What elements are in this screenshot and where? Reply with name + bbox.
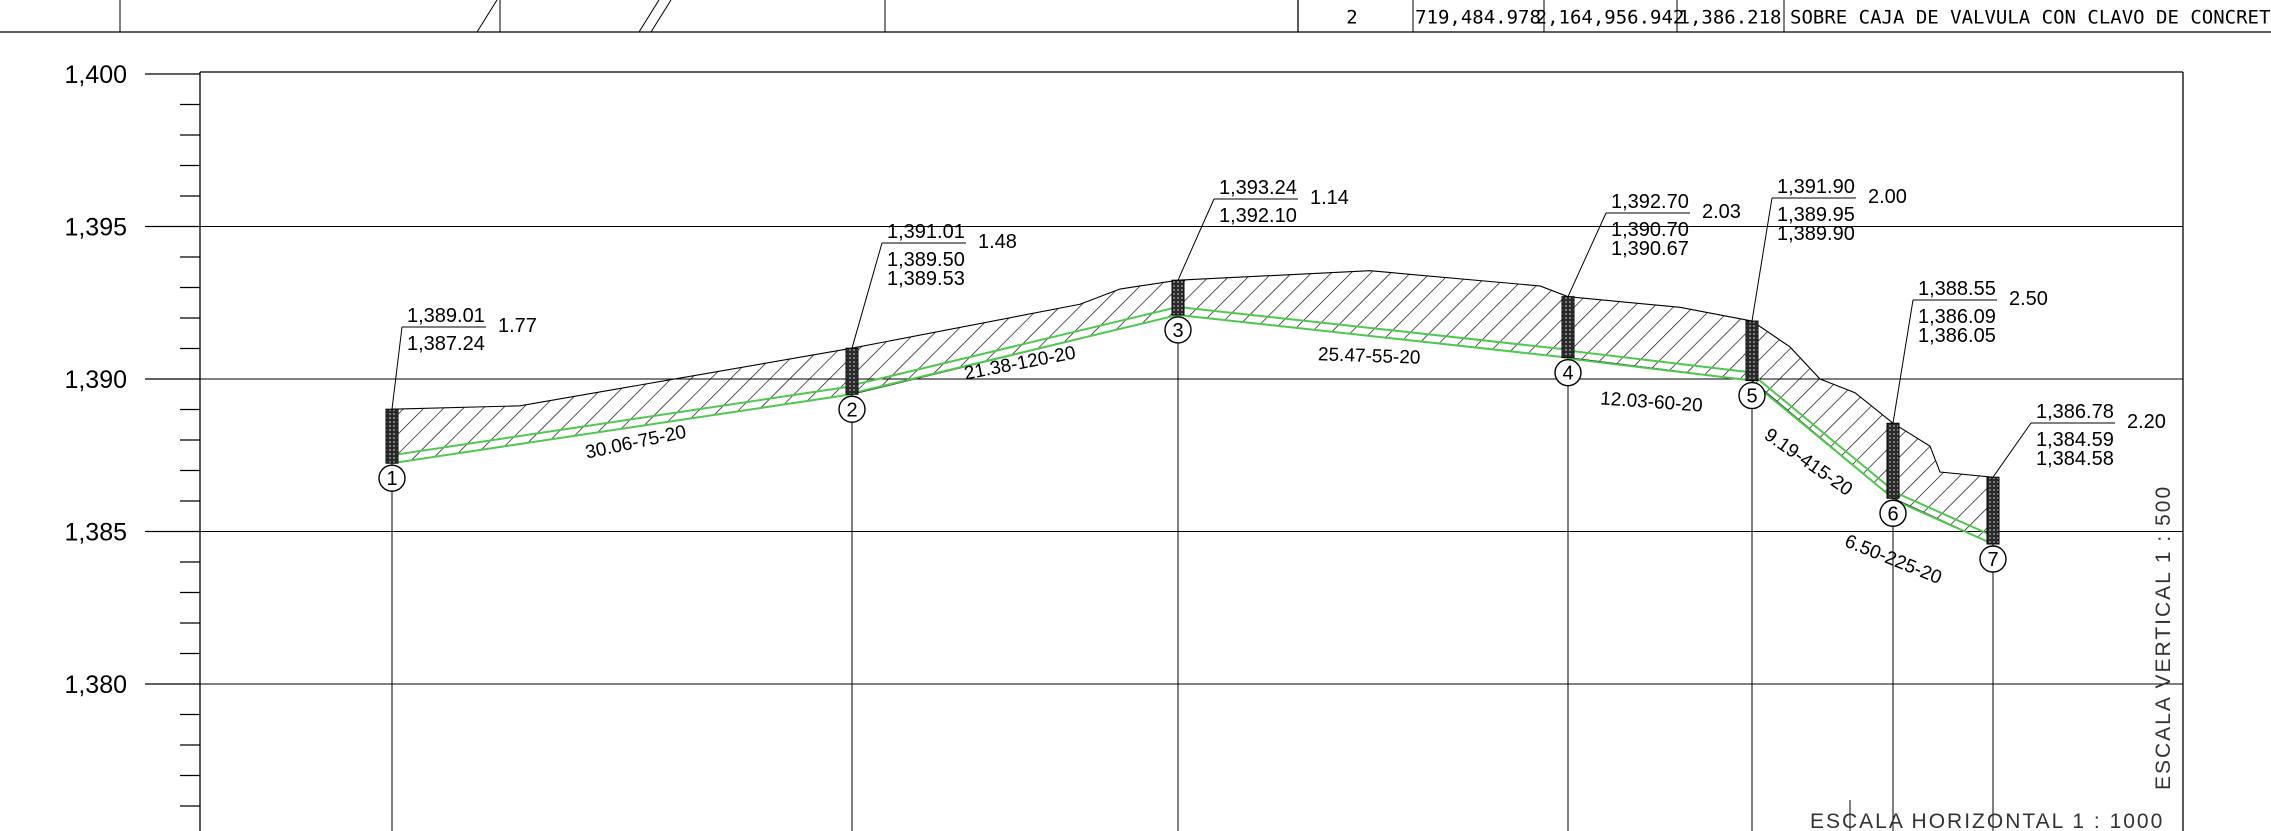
- invert-elevation: 1,389.95: [1777, 204, 1855, 226]
- pipe-invert-line: [1567, 357, 1753, 382]
- manhole-shaft: [1745, 320, 1759, 382]
- segment-label: 25.47-55-20: [1318, 344, 1421, 369]
- station-number: 6: [1887, 503, 1898, 525]
- manhole-shaft: [845, 347, 859, 395]
- invert-elevation: 1,386.05: [1918, 325, 1996, 347]
- table-cell-description: SOBRE CAJA DE VALVULA CON CLAVO DE CONCR…: [1790, 7, 2271, 29]
- station-marker: [1979, 545, 2007, 573]
- vertical-scale-note: ESCALA VERTICAL 1 : 500: [2152, 485, 2175, 790]
- pipe-crown-line: [1892, 490, 1994, 537]
- y-tick-label: 1,395: [64, 214, 127, 242]
- leader-line: [1892, 299, 1914, 424]
- manhole-shaft: [1171, 279, 1185, 316]
- terrain-elevation: 1,392.70: [1611, 191, 1689, 213]
- horizontal-scale-note: ESCALA HORIZONTAL 1 : 1000: [1810, 810, 2164, 831]
- table-cell-z: 1,386.218: [1679, 7, 1782, 29]
- y-tick-label: 1,390: [64, 366, 127, 394]
- invert-elevation: 1,390.70: [1611, 219, 1689, 241]
- invert-elevation: 1,390.67: [1611, 238, 1689, 260]
- station-marker: [1164, 316, 1192, 344]
- table-cell-no: 2: [1346, 7, 1357, 29]
- elevation-axis: 1,400 1,395 1,390 1,385 1,380: [64, 61, 2183, 831]
- invert-elevation: 1,386.09: [1918, 306, 1996, 328]
- manhole-shaft: [385, 408, 399, 464]
- station-number: 7: [1987, 549, 1998, 571]
- terrain-elevation: 1,393.24: [1219, 177, 1297, 199]
- invert-elevation: 1,389.50: [887, 249, 965, 271]
- pipe-crown-line: [851, 305, 1179, 387]
- excavation-depth: 2.00: [1868, 186, 1907, 208]
- pipe-crown-line: [1751, 373, 1894, 492]
- pipe-crown-line: [391, 385, 853, 457]
- manhole-shaft: [1886, 422, 1900, 499]
- excavation-depth: 1.48: [978, 231, 1017, 253]
- terrain-elevation: 1,391.90: [1777, 176, 1855, 198]
- pipe-profile: [391, 305, 1994, 545]
- coordinate-table: 2 719,484.978 2,164,956.942 1,386.218 SO…: [0, 0, 2271, 33]
- leader-line: [1751, 197, 1773, 322]
- excavation-depth: 2.20: [2127, 411, 2166, 433]
- station-marker: [1554, 358, 1582, 387]
- station-marker: [838, 395, 866, 423]
- terrain-elevation: 1,391.01: [887, 221, 965, 243]
- excavation-depth: 2.50: [2009, 288, 2048, 310]
- leader-line: [391, 326, 403, 410]
- manhole-shaft: [1986, 476, 2000, 545]
- terrain-elevation: 1,388.55: [1918, 278, 1996, 300]
- pipe-crown-line: [1567, 349, 1753, 374]
- excavation-depth: 2.03: [1702, 201, 1741, 223]
- invert-elevation: 1,387.24: [407, 333, 485, 355]
- excavation-depth: 1.77: [498, 315, 537, 337]
- profile-frame: [199, 71, 2184, 831]
- leader-line: [1177, 198, 1215, 281]
- annotations: 1,389.01 1.77 1,387.24 1,391.01 1.48 1,389.50…: [391, 176, 2166, 589]
- excavation-depth: 1.14: [1310, 187, 1349, 209]
- manholes: 1 2 3 4 5 6 7: [378, 279, 2007, 573]
- station-number: 5: [1746, 386, 1757, 408]
- pipe-invert-line: [851, 313, 1179, 395]
- y-tick-label: 1,385: [64, 519, 127, 547]
- station-marker: [1738, 381, 1766, 410]
- terrain-elevation: 1,389.01: [407, 305, 485, 327]
- leader-line: [1992, 422, 2032, 478]
- invert-elevation: 1,384.59: [2036, 429, 2114, 451]
- pipe-invert-line: [1751, 381, 1894, 500]
- station-number: 3: [1172, 320, 1183, 342]
- y-tick-label: 1,400: [64, 61, 127, 89]
- terrain-elevation: 1,386.78: [2036, 401, 2114, 423]
- table-cell-y: 2,164,956.942: [1536, 7, 1685, 29]
- station-marker: [378, 464, 406, 492]
- table-cell-x: 719,484.978: [1415, 7, 1541, 29]
- pipe-invert-line: [1892, 498, 1994, 545]
- invert-elevation: 1,389.53: [887, 268, 965, 290]
- manhole-shaft: [1561, 296, 1575, 359]
- station-number: 4: [1562, 363, 1573, 385]
- segment-label: 12.03-60-20: [1600, 388, 1704, 416]
- station-number: 1: [386, 468, 397, 490]
- pipe-invert-line: [391, 393, 853, 465]
- leader-line: [851, 242, 883, 349]
- pipe-invert-line: [1177, 313, 1569, 359]
- invert-elevation: 1,384.58: [2036, 448, 2114, 470]
- station-number: 2: [846, 399, 857, 421]
- pipe-crown-line: [1177, 305, 1569, 351]
- invert-elevation: 1,389.90: [1777, 223, 1855, 245]
- y-tick-label: 1,380: [64, 671, 127, 699]
- leader-line: [1567, 212, 1607, 297]
- station-marker: [1879, 499, 1907, 527]
- invert-elevation: 1,392.10: [1219, 205, 1297, 227]
